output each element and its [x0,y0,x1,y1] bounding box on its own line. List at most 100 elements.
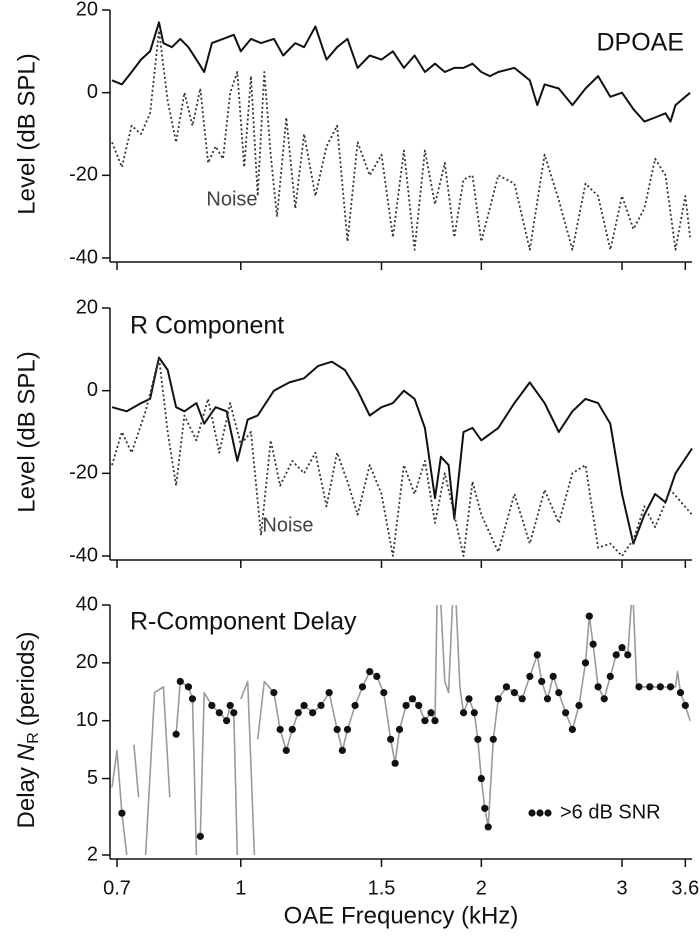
data-point [415,701,423,710]
legend-label: >6 dB SNR [560,801,661,823]
data-point [666,683,675,691]
y-axis-label: Delay NR (periods) [13,632,42,829]
data-line [111,356,693,545]
data-point [681,701,689,710]
data-point [575,701,583,710]
data-point [489,735,497,743]
y-tick-label: 5 [87,767,98,789]
data-point [656,683,664,691]
data-point [465,695,473,703]
data-point [270,689,278,697]
y-tick-label: 0 [87,379,98,401]
x-tick-label: 1 [235,877,246,899]
data-point [484,823,492,831]
data-point [358,683,367,691]
data-point [325,689,333,697]
data-point [343,725,352,734]
data-point [494,695,502,703]
data-point [589,640,597,648]
x-tick-label: 2 [476,877,487,899]
data-point [391,759,399,767]
y-tick-label: -20 [69,462,98,484]
y-label-var: N [13,743,40,761]
data-point [510,689,519,697]
data-point [395,725,404,734]
data-point [309,709,317,717]
x-axis-label: OAE Frequency (kHz) [284,902,519,929]
data-point [538,677,546,686]
data-point [533,651,541,659]
panel-title: R-Component Delay [130,608,357,636]
data-point [338,746,346,755]
data-point [408,695,417,703]
data-point [196,832,204,840]
data-point [317,701,325,710]
data-point [294,709,302,717]
data-point [282,746,290,755]
panel: 2 5 10 20 40 0.7 1 1.5 2 3 3.6 Delay NR (periods) OAE … [13,593,699,929]
data-point [351,701,359,710]
y-label-sub: R [25,732,42,744]
y-tick-label: 0 [87,81,98,103]
y-tick-label: 10 [76,709,98,731]
x-tick-label: 0.7 [103,877,131,899]
data-point [276,725,284,734]
data-point [581,659,590,667]
panel-title: R Component [130,312,284,340]
data-point [333,725,341,734]
data-point [646,683,654,691]
data-point [230,709,238,717]
y-tick-label: -40 [69,246,98,268]
data-point [380,689,388,697]
data-point [635,683,643,691]
data-point [373,672,381,681]
data-point [474,735,482,743]
data-point [477,774,485,783]
data-point [502,683,511,691]
x-tick-label: 3.6 [671,877,699,899]
data-point [585,612,593,620]
y-axis-label: Level (dB SPL) [13,53,40,214]
annotation: Noise [262,514,313,536]
data-point [402,701,410,710]
data-point [562,709,570,717]
y-tick-label: 20 [76,0,98,20]
y-tick-label: 2 [87,843,98,865]
data-point [215,709,223,717]
data-point [555,689,563,697]
y-tick-label: -20 [69,164,98,186]
data-point [543,695,552,703]
panel-title: DPOAE [596,29,684,57]
data-point [387,735,395,743]
data-point [526,672,534,681]
x-tick-label: 3 [616,877,627,899]
data-point [421,717,429,725]
legend: >6 dB SNR [528,801,661,823]
data-line [111,29,691,251]
legend-marker [536,809,544,817]
data-point [549,672,557,681]
data-point [208,701,216,710]
data-point [176,677,184,686]
data-point [518,695,526,703]
data-point [606,672,614,681]
y-tick-label: 20 [76,651,98,673]
data-point [676,689,685,697]
data-point [600,695,608,703]
data-point [184,683,193,691]
data-point [594,683,602,691]
y-label-text: Delay [13,767,40,828]
data-point [300,701,308,710]
y-axis-label: Level (dB SPL) [13,351,40,512]
data-point [118,809,126,817]
data-point [568,725,576,734]
data-point [366,668,374,676]
data-point [481,804,489,812]
legend-marker [544,809,552,817]
panel: -40 -20 0 20 Level (dB SPL) DPOAE Noise [13,0,692,270]
data-point [427,709,435,717]
y-label-unit: (periods) [13,632,40,727]
y-tick-label: 40 [76,593,98,615]
data-point [223,717,231,725]
